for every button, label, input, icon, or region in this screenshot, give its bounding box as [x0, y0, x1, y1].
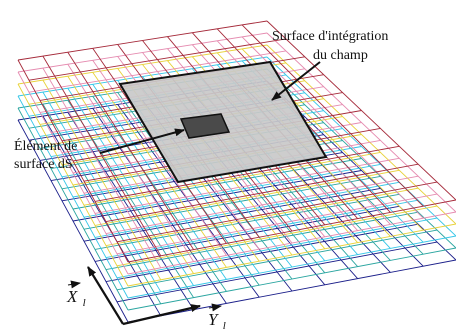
mesh-gridline	[127, 223, 456, 287]
mesh-gridline	[266, 32, 456, 213]
mesh-gridline	[105, 223, 419, 283]
mesh-gridline	[266, 44, 456, 225]
axis-y-arrow	[122, 304, 201, 326]
mesh-gridline	[105, 175, 419, 235]
mesh-gridline	[266, 20, 456, 201]
mesh-gridline	[105, 187, 419, 247]
axis-y-label: Y l	[208, 310, 226, 332]
axis-y-vector-arrow	[208, 303, 222, 312]
mesh-gridline	[127, 235, 456, 299]
mesh-gridline	[116, 181, 438, 243]
axis-x-label: X l	[66, 287, 86, 309]
integration-surface-label-line2: du champ	[313, 48, 368, 63]
mesh-gridline	[94, 145, 400, 202]
axis-x-symbol: X	[66, 287, 78, 306]
axis-x-vector-arrow	[67, 280, 81, 289]
integration-surface-label-line1: Surface d'intégration	[272, 29, 388, 44]
integration-surface-arrow	[271, 61, 321, 101]
mesh-gridline	[105, 211, 419, 271]
coordinate-axes-icon	[87, 266, 201, 326]
mesh-gridline	[127, 259, 456, 323]
axis-x-subscript: l	[83, 297, 86, 309]
axis-y-subscript: l	[223, 320, 226, 332]
axis-y-symbol: Y	[208, 310, 219, 329]
mesh-gridline	[105, 199, 419, 259]
axis-x-arrow	[87, 266, 124, 325]
mesh-gridline	[241, 24, 424, 207]
mesh-gridline	[116, 217, 438, 279]
surface-element-label-line1: Élément de	[14, 137, 77, 154]
surface-element	[179, 113, 231, 139]
mesh-gridline	[127, 199, 456, 263]
mesh-gridline	[105, 163, 419, 223]
mesh-gridline	[127, 211, 456, 275]
surface-element-arrow	[99, 128, 185, 154]
mesh-gridline	[116, 205, 438, 267]
mesh-gridline	[116, 241, 438, 303]
mesh-gridline	[116, 193, 438, 255]
mesh-gridline	[116, 229, 438, 291]
mesh-gridline	[127, 247, 456, 311]
surface-element-label-line2: surface dS	[14, 157, 73, 172]
